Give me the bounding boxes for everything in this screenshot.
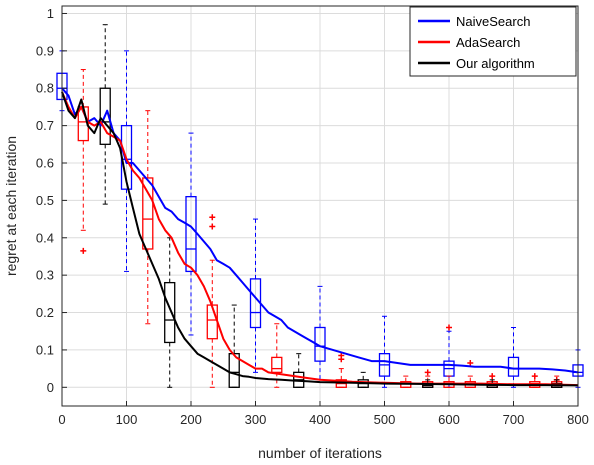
y-tick-label: 0 xyxy=(47,380,54,395)
x-tick-label: 700 xyxy=(503,412,525,427)
boxplot-box xyxy=(271,356,283,374)
series-lines xyxy=(61,87,579,387)
y-tick-label: 1 xyxy=(47,6,54,21)
boxplot xyxy=(357,371,369,388)
boxplot xyxy=(185,132,197,336)
series-line-naivesearch xyxy=(61,87,579,374)
boxplot-outlier xyxy=(424,369,431,376)
boxplot-box xyxy=(206,304,218,340)
y-axis-label: regret at each iteration xyxy=(3,136,19,276)
legend-box xyxy=(409,6,577,77)
x-tick-label: 300 xyxy=(245,412,267,427)
boxplot-outlier xyxy=(209,223,216,230)
y-tick-label: 0.2 xyxy=(36,305,54,320)
y-tick-label: 0.7 xyxy=(36,118,54,133)
boxplot-outlier xyxy=(489,373,496,380)
y-tick-label: 0.4 xyxy=(36,230,54,245)
x-axis-ticks: 0 100 200 300 400 500 600 700 800 xyxy=(58,401,589,427)
x-tick-label: 600 xyxy=(438,412,460,427)
legend-label: NaiveSearch xyxy=(456,14,530,29)
boxplot-outlier xyxy=(467,360,474,367)
boxplot-outlier xyxy=(446,324,452,331)
boxplot xyxy=(142,110,154,325)
boxplot-outlier xyxy=(209,214,216,221)
boxplot-box xyxy=(185,196,197,273)
y-tick-label: 0.1 xyxy=(36,342,54,357)
boxplot xyxy=(77,69,89,254)
legend: NaiveSearch AdaSearch Our algorithm xyxy=(409,6,577,77)
x-axis-label: number of iterations xyxy=(258,445,382,461)
x-tick-label: 200 xyxy=(180,412,202,427)
x-tick-label: 0 xyxy=(58,412,65,427)
series-line-our-algorithm xyxy=(61,91,579,387)
boxplot xyxy=(378,315,391,388)
y-tick-label: 0.6 xyxy=(36,156,54,171)
boxplot xyxy=(293,353,305,388)
boxplot-box xyxy=(142,177,154,250)
boxplot-outlier xyxy=(80,247,87,254)
x-tick-label: 100 xyxy=(116,412,138,427)
y-axis-ticks: 0 0.1 0.2 0.3 0.4 0.5 0.6 0.7 0.8 0.9 1 xyxy=(36,6,67,395)
boxplot-box xyxy=(164,281,176,344)
x-tick-label: 400 xyxy=(309,412,331,427)
boxplot xyxy=(271,323,283,388)
y-tick-label: 0.3 xyxy=(36,268,54,283)
boxplot-outlier xyxy=(531,373,538,380)
x-tick-label: 800 xyxy=(567,412,589,427)
y-tick-label: 0.9 xyxy=(36,43,54,58)
y-tick-label: 0.5 xyxy=(36,193,54,208)
boxplot-outlier xyxy=(338,356,345,363)
boxplot xyxy=(164,237,176,388)
series-line-adasearch xyxy=(61,91,579,387)
legend-label: AdaSearch xyxy=(456,35,520,50)
boxplot-box xyxy=(99,87,111,145)
boxplot-box xyxy=(507,356,520,377)
y-tick-label: 0.8 xyxy=(36,81,54,96)
boxplot xyxy=(400,375,412,388)
legend-label: Our algorithm xyxy=(456,56,535,71)
x-tick-label: 500 xyxy=(374,412,396,427)
